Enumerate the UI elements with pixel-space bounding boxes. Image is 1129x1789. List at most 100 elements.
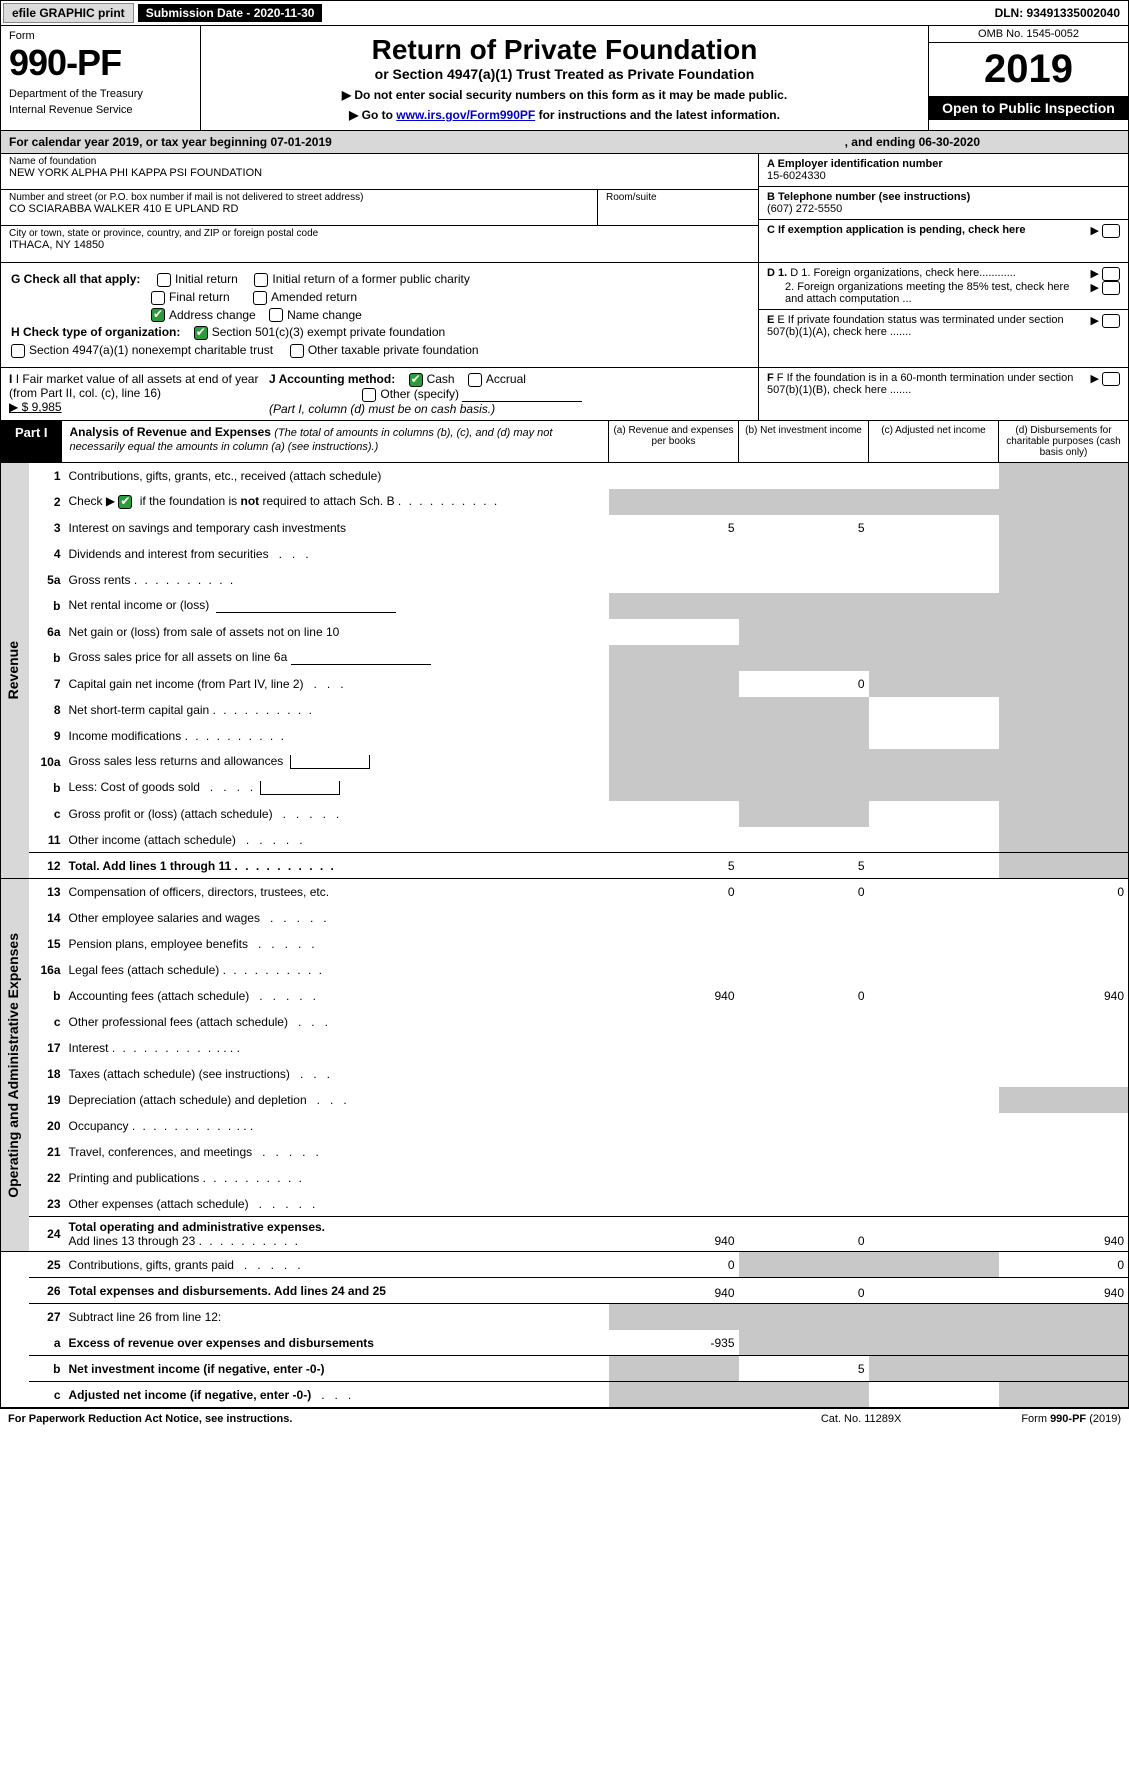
revenue-sidelabel: Revenue (1, 463, 29, 879)
f-row: F F If the foundation is in a 60-month t… (767, 372, 1120, 396)
row-16c: cOther professional fees (attach schedul… (1, 1009, 1129, 1035)
row-11: 11Other income (attach schedule) . . . .… (1, 827, 1129, 853)
cb-schb[interactable] (118, 495, 132, 509)
lbl-address: Address change (169, 308, 256, 322)
e-checkbox[interactable] (1102, 314, 1120, 328)
instr-goto: ▶ Go to www.irs.gov/Form990PF for instru… (213, 108, 916, 122)
row-17: 17Interest . . . . (1, 1035, 1129, 1061)
d-e-section: D 1. D 1. Foreign organizations, check h… (758, 263, 1128, 367)
dln-label: DLN: 93491335002040 (995, 6, 1126, 20)
cal-end: , and ending 06-30-2020 (845, 135, 980, 149)
row-3: 3Interest on savings and temporary cash … (1, 515, 1129, 541)
lbl-name-change: Name change (287, 308, 362, 322)
col-c-header: (c) Adjusted net income (868, 421, 998, 462)
col-b-header: (b) Net investment income (738, 421, 868, 462)
c-checkbox[interactable] (1102, 224, 1120, 238)
cb-amended[interactable] (253, 291, 267, 305)
i-value: ▶ $ 9,985 (9, 400, 62, 414)
j-block: J Accounting method: Cash Accrual Other … (269, 372, 750, 416)
col-d-header: (d) Disbursements for charitable purpose… (998, 421, 1128, 462)
part1-header: Part I Analysis of Revenue and Expenses … (0, 421, 1129, 463)
lbl-cash: Cash (427, 372, 455, 386)
f-checkbox[interactable] (1102, 372, 1120, 386)
cb-final[interactable] (151, 291, 165, 305)
c-cell: C If exemption application is pending, c… (759, 220, 1128, 242)
form-number: 990-PF (9, 42, 192, 84)
j-label: J Accounting method: (269, 372, 395, 386)
d1-checkbox[interactable] (1102, 267, 1120, 281)
h-label: H Check type of organization: (11, 325, 180, 339)
checks-g-d: G Check all that apply: Initial return I… (0, 263, 1129, 368)
i-block: I I Fair market value of all assets at e… (9, 372, 269, 416)
cb-initial[interactable] (157, 273, 171, 287)
row-26: 26Total expenses and disbursements. Add … (1, 1278, 1129, 1304)
g-row2: Final return Amended return (11, 290, 748, 305)
lbl-501c3: Section 501(c)(3) exempt private foundat… (212, 325, 445, 339)
street-cell: Number and street (or P.O. box number if… (1, 190, 598, 225)
entity-right: A Employer identification number 15-6024… (758, 154, 1128, 262)
phone-label: B Telephone number (see instructions) (767, 191, 1120, 203)
room-cell: Room/suite (598, 190, 758, 225)
expenses-sidelabel: Operating and Administrative Expenses (1, 879, 29, 1252)
h-row1: H Check type of organization: Section 50… (11, 325, 748, 340)
pra-notice: For Paperwork Reduction Act Notice, see … (8, 1413, 292, 1425)
ein-value: 15-6024330 (767, 170, 1120, 182)
ein-label: A Employer identification number (767, 158, 1120, 170)
cb-other-tax[interactable] (290, 344, 304, 358)
cb-501c3[interactable] (194, 326, 208, 340)
phone-cell: B Telephone number (see instructions) (6… (759, 187, 1128, 220)
d2-checkbox[interactable] (1102, 281, 1120, 295)
cb-cash[interactable] (409, 373, 423, 387)
d1-row: D 1. D 1. Foreign organizations, check h… (767, 267, 1120, 281)
i-label: I Fair market value of all assets at end… (9, 372, 258, 400)
lbl-amended: Amended return (271, 290, 357, 304)
cb-4947[interactable] (11, 344, 25, 358)
open-inspection: Open to Public Inspection (929, 96, 1128, 120)
row-27a: aExcess of revenue over expenses and dis… (1, 1330, 1129, 1356)
row-6a: 6aNet gain or (loss) from sale of assets… (1, 619, 1129, 645)
part1-desc: Analysis of Revenue and Expenses (The to… (62, 421, 608, 462)
row-6b: bGross sales price for all assets on lin… (1, 645, 1129, 671)
instr-pre: ▶ Go to (349, 108, 396, 122)
name-label: Name of foundation (9, 156, 750, 167)
i-j-f-section: I I Fair market value of all assets at e… (0, 368, 1129, 421)
row-24: 24 Total operating and administrative ex… (1, 1217, 1129, 1252)
e-row: E E If private foundation status was ter… (767, 314, 1120, 338)
g-label: G Check all that apply: (11, 272, 140, 286)
entity-block: Name of foundation NEW YORK ALPHA PHI KA… (0, 154, 1129, 263)
lbl-accrual: Accrual (486, 372, 526, 386)
row-27b: bNet investment income (if negative, ent… (1, 1356, 1129, 1382)
lbl-other-tax: Other taxable private foundation (308, 343, 479, 357)
street-address: CO SCIARABBA WALKER 410 E UPLAND RD (9, 203, 589, 215)
row-16a: 16aLegal fees (attach schedule) (1, 957, 1129, 983)
cb-accrual[interactable] (468, 373, 482, 387)
row-4: 4Dividends and interest from securities … (1, 541, 1129, 567)
footer: For Paperwork Reduction Act Notice, see … (0, 1408, 1129, 1429)
dept-irs: Internal Revenue Service (9, 104, 192, 116)
f-right: F F If the foundation is in a 60-month t… (758, 368, 1128, 420)
lbl-other-method: Other (specify) (380, 387, 459, 401)
row-27: 27Subtract line 26 from line 12: (1, 1304, 1129, 1330)
d2-row: 2. Foreign organizations meeting the 85%… (767, 281, 1120, 305)
tax-year: 2019 (929, 43, 1128, 96)
cb-name-change[interactable] (269, 308, 283, 322)
d2-text: 2. Foreign organizations meeting the 85%… (785, 281, 1069, 305)
row-27c: cAdjusted net income (if negative, enter… (1, 1382, 1129, 1408)
row-25: 25Contributions, gifts, grants paid . . … (1, 1252, 1129, 1278)
other-specify-line (462, 388, 582, 402)
lbl-final: Final return (169, 290, 230, 304)
cb-address[interactable] (151, 308, 165, 322)
header-right: OMB No. 1545-0052 2019 Open to Public In… (928, 26, 1128, 130)
phone-value: (607) 272-5550 (767, 203, 1120, 215)
irs-link[interactable]: www.irs.gov/Form990PF (396, 108, 535, 122)
cat-number: Cat. No. 11289X (821, 1413, 902, 1425)
row-14: 14Other employee salaries and wages . . … (1, 905, 1129, 931)
form-ref: Form 990-PF (2019) (1021, 1413, 1121, 1425)
row-15: 15Pension plans, employee benefits . . .… (1, 931, 1129, 957)
efile-button[interactable]: efile GRAPHIC print (3, 3, 134, 23)
cb-other-method[interactable] (362, 388, 376, 402)
name-row: Name of foundation NEW YORK ALPHA PHI KA… (1, 154, 758, 190)
topbar: efile GRAPHIC print Submission Date - 20… (0, 0, 1129, 26)
form-subtitle: or Section 4947(a)(1) Trust Treated as P… (213, 66, 916, 82)
cb-initial-former[interactable] (254, 273, 268, 287)
